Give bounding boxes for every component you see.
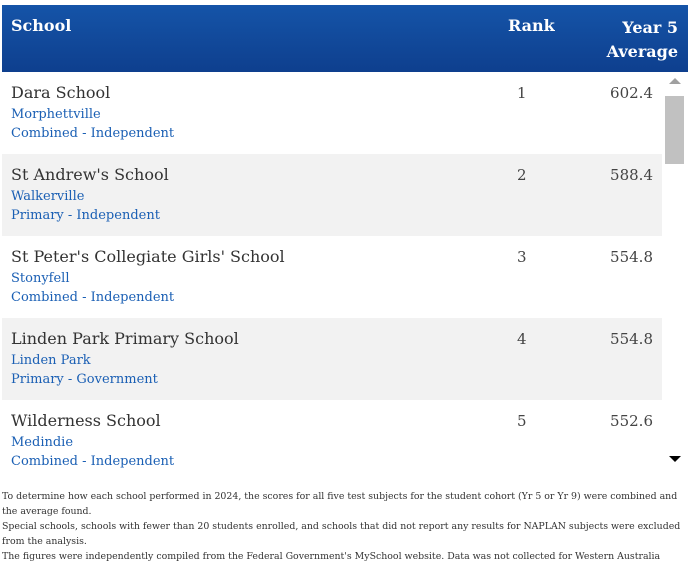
- school-average: 552.6: [610, 412, 653, 430]
- footnote-line: The figures were independently compiled …: [2, 551, 661, 562]
- column-header-school[interactable]: School: [11, 16, 72, 35]
- school-name: Wilderness School: [11, 411, 161, 430]
- school-type: Combined - Independent: [11, 454, 175, 469]
- table-row[interactable]: Wilderness School Medindie Combined - In…: [2, 400, 662, 470]
- table-row[interactable]: St Andrew's School Walkerville Primary -…: [2, 154, 662, 236]
- school-suburb: Walkerville: [11, 189, 85, 204]
- school-rank: 4: [517, 330, 527, 348]
- school-name: Dara School: [11, 83, 111, 102]
- school-type: Primary - Independent: [11, 208, 160, 223]
- school-suburb: Morphettville: [11, 107, 101, 122]
- column-header-average[interactable]: Year 5 Average: [607, 16, 678, 64]
- school-rank: 5: [517, 412, 527, 430]
- school-rank: 1: [517, 84, 527, 102]
- school-suburb: Medindie: [11, 435, 74, 450]
- school-suburb: Linden Park: [11, 353, 91, 368]
- school-ranking-table: School Rank Year 5 Average Dara School M…: [2, 5, 688, 470]
- school-average: 588.4: [610, 166, 653, 184]
- school-type: Combined - Independent: [11, 126, 175, 141]
- table-row[interactable]: Linden Park Primary School Linden Park P…: [2, 318, 662, 400]
- table-row[interactable]: Dara School Morphettville Combined - Ind…: [2, 72, 662, 154]
- scroll-down-arrow-icon[interactable]: [669, 456, 681, 462]
- school-average: 554.8: [610, 248, 653, 266]
- table-header: School Rank Year 5 Average: [2, 5, 688, 72]
- column-header-rank[interactable]: Rank: [508, 16, 555, 35]
- school-suburb: Stonyfell: [11, 271, 70, 286]
- school-rank: 3: [517, 248, 527, 266]
- school-type: Primary - Government: [11, 372, 158, 387]
- footnote-line: To determine how each school performed i…: [2, 491, 678, 517]
- school-average: 602.4: [610, 84, 653, 102]
- school-average: 554.8: [610, 330, 653, 348]
- school-name: St Andrew's School: [11, 165, 169, 184]
- scrollbar-thumb[interactable]: [665, 96, 684, 164]
- top-strip: [0, 0, 697, 5]
- table-row[interactable]: St Peter's Collegiate Girls' School Ston…: [2, 236, 662, 318]
- school-name: Linden Park Primary School: [11, 329, 239, 348]
- methodology-footnote: To determine how each school performed i…: [2, 489, 692, 564]
- table-body: Dara School Morphettville Combined - Ind…: [2, 72, 662, 470]
- school-type: Combined - Independent: [11, 290, 175, 305]
- column-header-average-line2: Average: [606, 42, 678, 61]
- vertical-scrollbar[interactable]: [662, 72, 688, 470]
- school-rank: 2: [517, 166, 527, 184]
- scroll-up-arrow-icon[interactable]: [669, 78, 681, 84]
- column-header-average-line1: Year 5: [622, 18, 678, 37]
- footnote-line: Special schools, schools with fewer than…: [2, 521, 681, 547]
- school-name: St Peter's Collegiate Girls' School: [11, 247, 285, 266]
